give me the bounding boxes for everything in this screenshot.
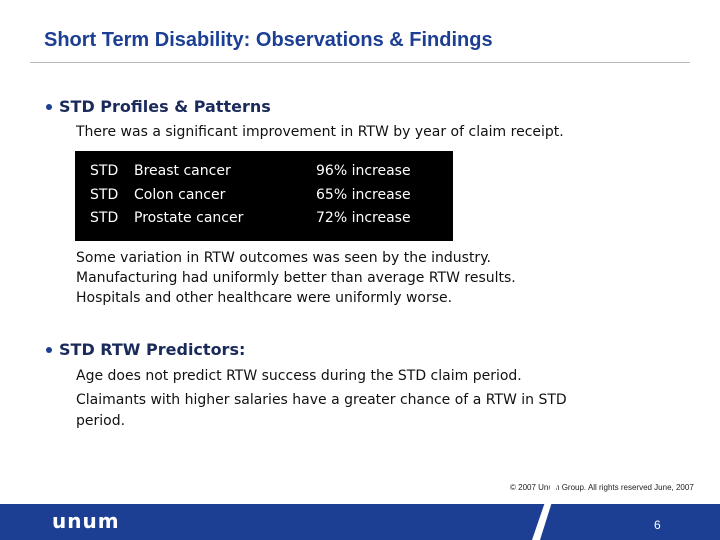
note: Hospitals and other healthcare were unif… bbox=[76, 290, 453, 306]
title-rule bbox=[30, 62, 690, 63]
bullet bbox=[46, 104, 52, 110]
table-cell: 65% increase bbox=[316, 187, 411, 203]
slide-title: Short Term Disability: Observations & Fi… bbox=[44, 29, 493, 51]
table-cell: STD bbox=[90, 210, 119, 226]
stripe bbox=[532, 470, 562, 540]
findings-table bbox=[75, 151, 453, 241]
section-heading: STD Profiles & Patterns bbox=[59, 97, 271, 116]
table-cell: STD bbox=[90, 187, 119, 203]
copyright: © 2007 Unum Group. All rights reserved J… bbox=[510, 483, 694, 492]
table-cell: Prostate cancer bbox=[134, 210, 244, 226]
paragraph: Claimants with higher salaries have a gr… bbox=[76, 392, 567, 429]
page-number: 6 bbox=[654, 518, 661, 532]
note: Manufacturing had uniformly better than … bbox=[76, 270, 516, 286]
table-cell: STD bbox=[90, 163, 119, 179]
section-heading: STD RTW Predictors: bbox=[59, 340, 246, 359]
logo: unum bbox=[52, 509, 120, 533]
table-cell: Breast cancer bbox=[134, 163, 231, 179]
note: Some variation in RTW outcomes was seen … bbox=[76, 250, 491, 266]
table-cell: Colon cancer bbox=[134, 187, 226, 203]
table-cell: 72% increase bbox=[316, 210, 411, 226]
paragraph: There was a significant improvement in R… bbox=[76, 124, 564, 140]
bullet bbox=[46, 347, 52, 353]
table-cell: 96% increase bbox=[316, 163, 411, 179]
paragraph: Age does not predict RTW success during … bbox=[76, 368, 522, 384]
footer-bar bbox=[0, 504, 720, 540]
